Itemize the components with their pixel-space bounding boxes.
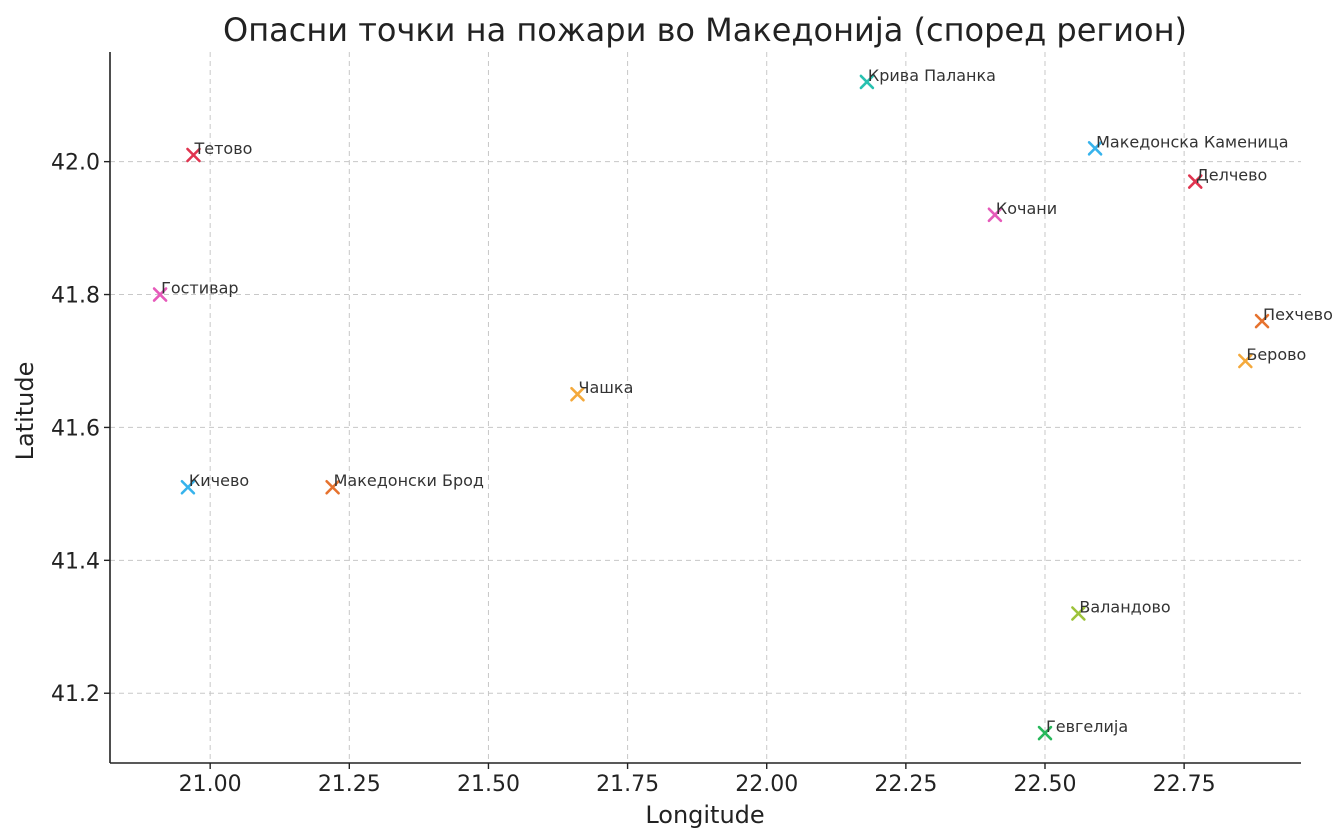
point-marker-stroke [180, 479, 196, 495]
point-label: Македонски Брод [334, 471, 484, 490]
data-point: Чашка [570, 378, 633, 402]
point-marker-stroke [1037, 725, 1053, 741]
point-marker-stroke [570, 386, 585, 402]
point-marker-stroke [152, 287, 168, 302]
x-tick-label: 21.25 [318, 772, 381, 797]
x-tick-label: 22.75 [1153, 772, 1216, 797]
point-marker-stroke [186, 147, 201, 163]
grid [110, 52, 1301, 763]
data-point: Валандово [1071, 597, 1171, 621]
x-tick-label: 21.75 [596, 772, 659, 797]
data-point: Крива Паланка [859, 66, 996, 90]
point-marker-stroke [1087, 141, 1103, 156]
x-tick-label: 22.50 [1013, 772, 1076, 797]
point-marker-stroke [987, 207, 1003, 223]
tick-labels: 21.00 21.25 21.50 21.75 22.00 22.25 22.50 22.75… [51, 151, 1216, 797]
y-tick-label: 41.4 [51, 549, 100, 574]
data-point: Гостивар [152, 279, 239, 302]
point-label: Гостивар [161, 279, 238, 298]
point-marker-stroke [1238, 353, 1253, 369]
data-point: Гевгелија [1037, 717, 1128, 741]
point-label: Крива Паланка [868, 66, 996, 85]
y-tick-label: 41.2 [51, 682, 100, 707]
y-axis-label: Latitude [11, 362, 39, 461]
point-label: Делчево [1196, 166, 1267, 185]
data-point: Берово [1238, 345, 1306, 369]
x-tick-label: 21.50 [457, 772, 520, 797]
data-point: Пехчево [1254, 305, 1333, 329]
data-point: Делчево [1187, 166, 1267, 189]
point-label: Гевгелија [1046, 717, 1128, 736]
point-marker-stroke [1187, 174, 1203, 189]
point-label: Македонска Каменица [1096, 132, 1288, 151]
data-point: Тетово [186, 139, 252, 163]
point-label: Берово [1246, 345, 1306, 364]
point-label: Чашка [578, 378, 633, 397]
point-label: Кочани [996, 199, 1057, 218]
x-tick-label: 22.00 [735, 772, 798, 797]
data-points: Тетово Гостивар Кичево Македонски Брод Чашка… [152, 66, 1333, 741]
data-point: Кочани [987, 199, 1057, 223]
y-tick-label: 41.6 [51, 416, 100, 441]
data-point: Кичево [180, 471, 249, 495]
point-marker-stroke [859, 74, 875, 90]
data-point: Македонски Брод [325, 471, 484, 495]
point-label: Кичево [189, 471, 249, 490]
point-label: Тетово [193, 139, 252, 158]
point-marker-stroke [325, 479, 340, 495]
axes [109, 52, 1301, 764]
x-tick-label: 21.00 [179, 772, 242, 797]
point-label: Валандово [1079, 597, 1170, 616]
point-marker-stroke [1254, 313, 1270, 329]
data-point: Македонска Каменица [1087, 132, 1289, 156]
y-tick-label: 42.0 [51, 151, 100, 176]
chart-title: Опасни точки на пожари во Македонија (сп… [223, 11, 1187, 49]
point-marker-stroke [1071, 606, 1086, 621]
x-axis-label: Longitude [645, 801, 764, 829]
y-tick-label: 41.8 [51, 284, 100, 309]
point-label: Пехчево [1263, 305, 1333, 324]
x-tick-label: 22.25 [874, 772, 937, 797]
